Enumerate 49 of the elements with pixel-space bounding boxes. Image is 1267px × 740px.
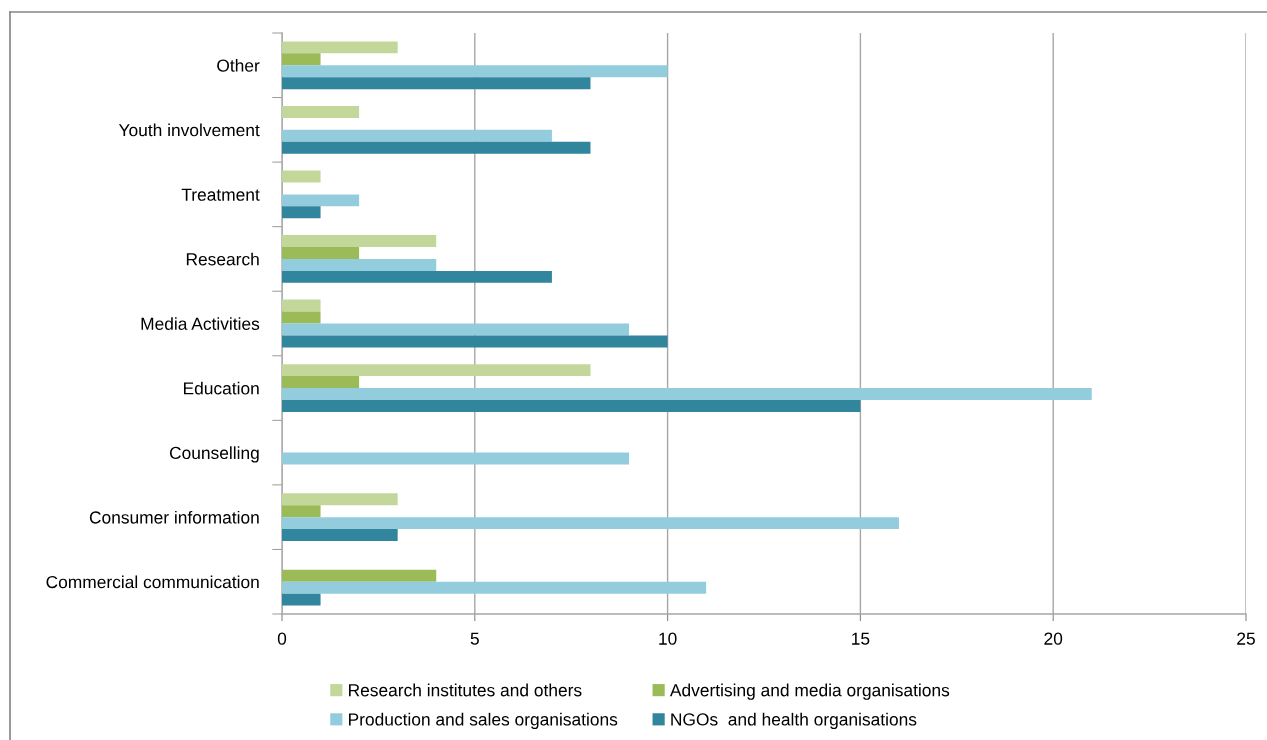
bar	[282, 311, 321, 324]
bar	[282, 194, 360, 207]
y-tick-label: Research	[186, 252, 259, 266]
y-tick-label: Consumer information	[89, 510, 259, 524]
x-tick-label: 10	[659, 632, 677, 645]
legend-label: Production and sales organisations	[349, 712, 618, 730]
y-tick-label: Other	[217, 58, 260, 72]
y-tick-label: Education	[183, 381, 259, 395]
bar	[282, 235, 437, 247]
bar	[282, 77, 591, 90]
bar	[282, 400, 861, 412]
bar	[282, 388, 1092, 400]
bar	[282, 105, 360, 118]
x-tick-label: 20	[1044, 632, 1063, 645]
y-tick-label: Counselling	[169, 446, 259, 463]
bar	[282, 335, 668, 348]
y-tick-label: Treatment	[181, 188, 260, 201]
bar	[282, 258, 437, 271]
y-tick-label: Media Activities	[141, 317, 260, 330]
bar	[282, 53, 321, 66]
x-tick-label: 25	[1237, 632, 1255, 645]
legend-label: NGOs and health organisations	[671, 712, 917, 730]
bar	[282, 65, 668, 78]
bar	[282, 505, 321, 518]
y-tick-label: Youth involvement	[118, 123, 260, 137]
bar	[282, 517, 899, 530]
x-tick-label: 5	[470, 632, 479, 645]
x-tick-label: 0	[277, 632, 287, 645]
bar	[282, 323, 630, 336]
y-tick-label: Commercial communication	[46, 575, 259, 589]
legend-label: Advertising and media organisations	[669, 683, 950, 700]
bar	[282, 364, 591, 377]
bar	[282, 493, 398, 506]
bar	[282, 581, 707, 594]
bar	[282, 529, 398, 542]
bar	[282, 170, 321, 183]
bar	[282, 452, 630, 465]
bar	[282, 206, 321, 219]
bar	[282, 569, 437, 582]
bar	[282, 299, 321, 312]
legend-label: Research institutes and others	[349, 683, 582, 697]
bar	[282, 129, 552, 142]
bar	[282, 247, 360, 259]
bar	[282, 41, 398, 54]
bar	[282, 593, 321, 606]
x-tick-label: 15	[852, 632, 870, 645]
bar	[282, 141, 591, 154]
bar	[282, 376, 360, 389]
bar	[282, 270, 552, 283]
